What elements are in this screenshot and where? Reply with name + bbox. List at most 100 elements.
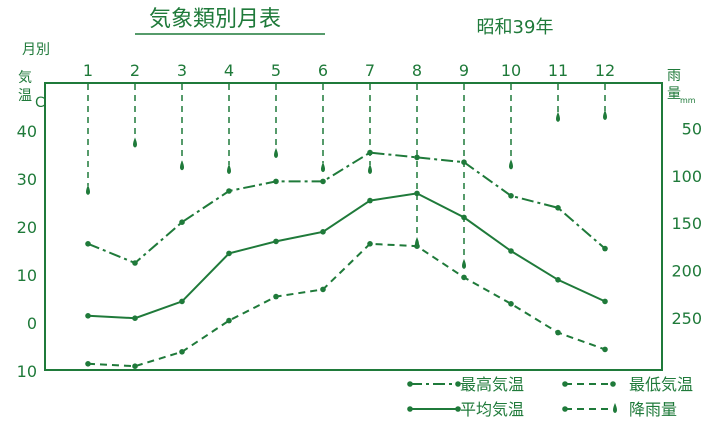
left-axis-label-char2: 温 [18,88,32,104]
data-point [602,245,608,252]
data-point [273,293,279,300]
right-axis-label-char1: 雨 [667,68,681,84]
x-tick-label: 1 [83,61,93,80]
data-point [85,313,91,319]
rainfall-drop [86,184,90,195]
data-point [555,205,561,211]
legend-drop [613,403,617,413]
x-axis-label: 月別 [22,42,50,58]
data-point [273,178,279,185]
plot-frame [44,82,663,371]
x-tick-label: 8 [412,61,422,80]
legend-marker [455,381,461,387]
legend-label: 最低気温 [629,375,693,394]
right-axis-unit: mm [680,96,696,105]
data-point [179,349,185,355]
data-point [602,298,608,305]
data-point [132,363,138,370]
rainfall-series [86,84,607,269]
data-point [367,241,373,247]
legend-label: 降雨量 [629,400,677,419]
rainfall-drop [556,111,560,122]
data-point [508,193,514,199]
rainfall-drop [227,164,231,175]
chart-subtitle: 昭和39年 [477,17,554,38]
data-point [367,149,373,156]
data-point [414,243,420,249]
left-tick-labels: 40 30 20 10 0 10 [17,122,37,381]
series-line [87,151,606,265]
data-point [461,159,467,165]
data-point [85,361,91,367]
legend-marker [562,406,568,412]
left-tick-label: 10 [17,362,37,381]
data-point [85,241,91,247]
x-tick-label: 10 [501,61,521,80]
data-point [320,178,326,185]
data-point [226,317,232,324]
left-tick-label: 10 [17,266,37,285]
rainfall-drop [133,137,137,148]
data-point [132,315,138,322]
left-axis-unit: C [35,95,45,111]
x-tick-label: 3 [177,61,187,80]
right-tick-labels: 50 100 150 200 250 [671,119,702,328]
data-point [508,301,514,307]
left-tick-label: 20 [17,218,37,237]
data-point [414,190,420,197]
right-tick-label: 200 [671,262,702,281]
x-tick-labels: 1 2 3 4 5 6 7 8 9 10 11 12 [83,61,615,80]
data-point [555,329,561,336]
x-tick-label: 5 [271,61,281,80]
left-axis-label: 気 温 [18,70,36,104]
rainfall-drop [274,147,278,158]
rainfall-drop [368,164,372,175]
x-tick-label: 12 [595,61,615,80]
data-point [132,260,138,266]
right-axis-label-char2: 量 [667,86,681,102]
data-point [226,250,232,257]
legend-label: 平均気温 [460,400,524,419]
rainfall-drop [462,258,466,269]
chart-title: 気象類別月表 [149,7,281,32]
right-tick-label: 100 [671,167,702,186]
left-tick-label: 40 [17,122,37,141]
rainfall-drop [321,162,325,173]
legend-marker [455,406,461,412]
right-axis-label: 雨 量 [667,68,685,102]
legend-marker [407,406,413,412]
data-point [367,197,373,204]
left-tick-label: 30 [17,170,37,189]
right-tick-label: 50 [682,119,702,138]
temperature-series [85,149,608,370]
series-line [87,192,606,320]
right-tick-label: 150 [671,214,702,233]
data-point [226,188,232,194]
data-point [461,274,467,281]
x-tick-label: 9 [459,61,469,80]
x-tick-label: 11 [548,61,568,80]
x-tick-label: 6 [318,61,328,80]
data-point [414,154,420,161]
rainfall-drop [509,159,513,170]
rainfall-drop [603,110,607,121]
data-point [602,346,608,353]
data-point [320,286,326,293]
left-axis-label-char1: 気 [18,70,32,86]
legend-marker [610,381,616,387]
legend-marker [407,381,413,387]
x-tick-label: 2 [130,61,140,80]
right-tick-label: 250 [671,309,702,328]
x-tick-label: 7 [365,61,375,80]
data-point [461,214,467,221]
data-point [273,238,279,245]
legend-label: 最高気温 [460,375,524,394]
data-point [179,219,185,225]
left-tick-label: 0 [27,314,37,333]
data-point [508,248,514,254]
rainfall-drop [180,160,184,171]
data-point [179,298,185,305]
series-line [87,242,606,368]
